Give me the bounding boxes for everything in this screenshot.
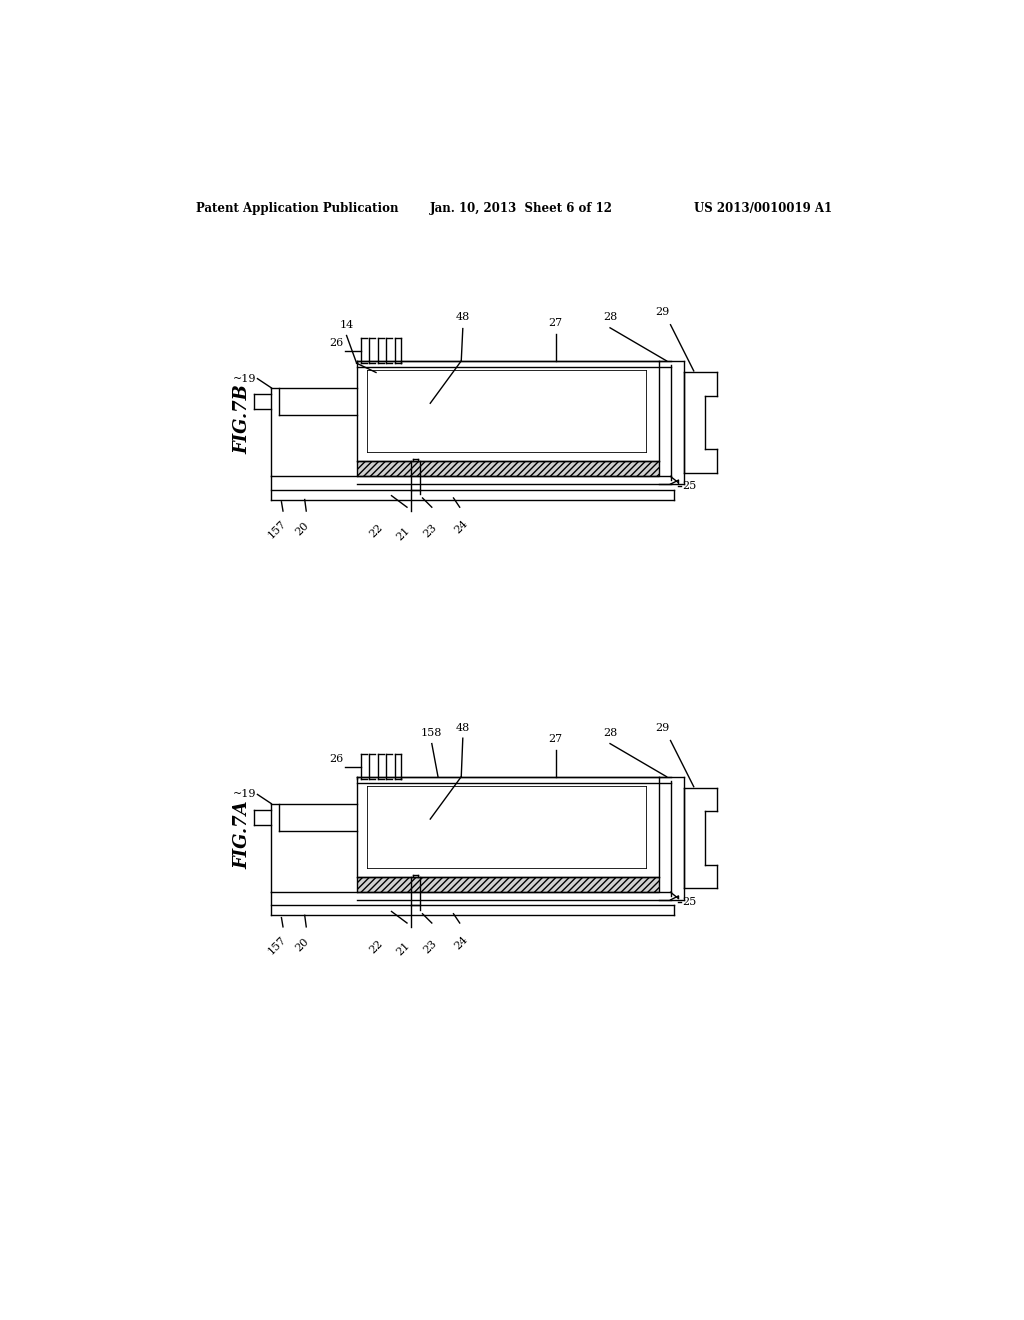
Text: 21: 21	[394, 941, 412, 958]
Text: US 2013/0010019 A1: US 2013/0010019 A1	[693, 202, 831, 215]
Text: 29: 29	[655, 723, 670, 733]
Text: ~19: ~19	[232, 374, 256, 384]
Text: 20: 20	[294, 936, 311, 953]
Text: 27: 27	[549, 318, 563, 327]
Text: Patent Application Publication: Patent Application Publication	[197, 202, 398, 215]
Text: 24: 24	[453, 935, 470, 952]
Text: 27: 27	[549, 734, 563, 743]
Polygon shape	[356, 461, 658, 477]
Text: 28: 28	[603, 313, 617, 322]
Text: 22: 22	[368, 939, 385, 956]
Text: 14: 14	[339, 321, 353, 330]
Text: 25: 25	[682, 482, 696, 491]
Text: 23: 23	[422, 939, 439, 956]
Text: 26: 26	[329, 338, 343, 348]
Text: 28: 28	[603, 729, 617, 738]
Text: 26: 26	[329, 754, 343, 764]
Text: 158: 158	[421, 729, 442, 738]
Text: 48: 48	[456, 313, 470, 322]
Polygon shape	[356, 876, 658, 892]
Text: FIG.7A: FIG.7A	[233, 800, 252, 869]
Text: 20: 20	[294, 520, 311, 537]
Text: 157: 157	[266, 935, 288, 957]
Text: ~19: ~19	[232, 789, 256, 800]
Text: 23: 23	[422, 523, 439, 540]
Text: Jan. 10, 2013  Sheet 6 of 12: Jan. 10, 2013 Sheet 6 of 12	[430, 202, 613, 215]
Text: 25: 25	[682, 898, 696, 907]
Text: 22: 22	[368, 523, 385, 540]
Text: 48: 48	[456, 723, 470, 733]
Text: 29: 29	[655, 308, 670, 317]
Text: FIG.7B: FIG.7B	[233, 384, 252, 454]
Text: 24: 24	[453, 519, 470, 536]
Text: 157: 157	[266, 519, 288, 541]
Text: 21: 21	[394, 525, 412, 543]
